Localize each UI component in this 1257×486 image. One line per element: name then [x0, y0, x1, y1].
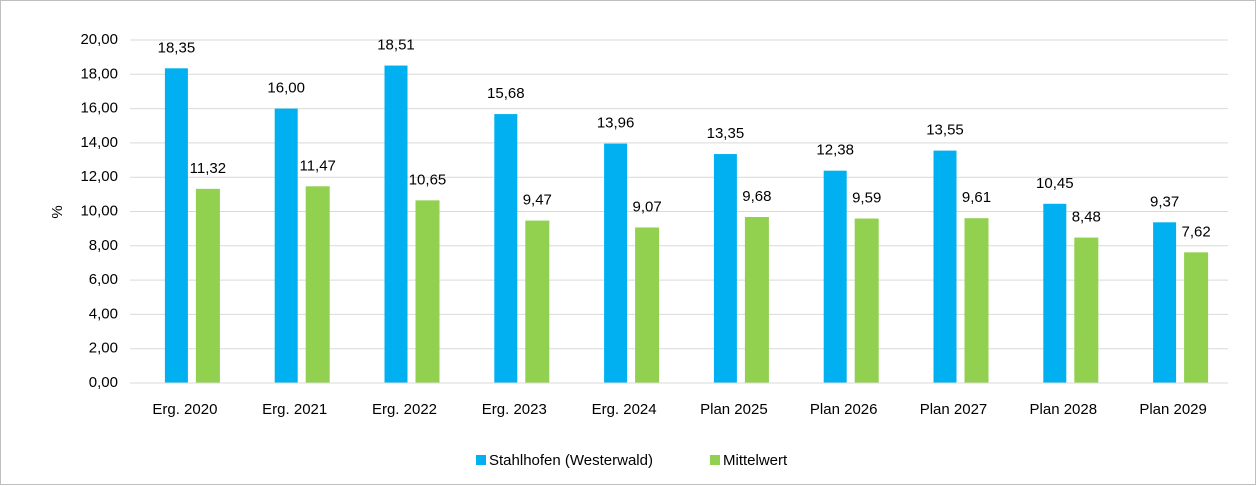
x-tick-label: Erg. 2021 — [262, 401, 327, 418]
legend-swatch — [476, 455, 486, 465]
bar — [164, 68, 188, 384]
data-label: 16,00 — [267, 80, 305, 97]
x-tick-label: Plan 2026 — [810, 401, 878, 418]
data-label: 10,65 — [409, 171, 447, 188]
bar — [274, 108, 298, 383]
x-tick-label: Erg. 2024 — [592, 401, 657, 418]
data-label: 9,37 — [1150, 193, 1179, 210]
y-tick-label: 16,00 — [80, 100, 118, 117]
y-tick-label: 0,00 — [89, 374, 118, 391]
bar — [195, 188, 220, 383]
y-tick-label: 8,00 — [89, 237, 118, 254]
bar — [384, 65, 408, 383]
data-label: 12,38 — [816, 142, 854, 159]
bar — [525, 220, 550, 383]
x-tick-label: Plan 2025 — [700, 401, 768, 418]
data-label: 9,68 — [742, 188, 771, 205]
data-label: 11,47 — [299, 157, 335, 174]
bar — [1043, 203, 1067, 383]
y-tick-label: 18,00 — [80, 65, 118, 82]
data-label: 9,47 — [523, 192, 552, 209]
y-tick-label: 6,00 — [89, 271, 118, 288]
data-label: 9,07 — [632, 198, 661, 215]
bar — [415, 200, 440, 383]
data-label: 7,62 — [1181, 223, 1210, 240]
y-tick-label: 12,00 — [80, 168, 118, 185]
x-tick-label: Plan 2027 — [920, 401, 988, 418]
y-tick-label: 20,00 — [80, 31, 118, 48]
bar — [1074, 237, 1099, 383]
legend-label: Stahlhofen (Westerwald) — [489, 452, 653, 469]
data-label: 11,32 — [190, 160, 226, 177]
data-label: 8,48 — [1072, 209, 1101, 226]
bar — [823, 170, 847, 383]
bar — [604, 143, 628, 383]
bar — [494, 114, 518, 383]
y-tick-label: 4,00 — [89, 305, 118, 322]
data-label: 9,61 — [962, 189, 991, 206]
x-tick-label: Erg. 2022 — [372, 401, 437, 418]
bar — [964, 218, 989, 383]
bar — [635, 227, 660, 383]
bar — [1153, 222, 1177, 383]
x-tick-label: Plan 2028 — [1030, 401, 1098, 418]
bar — [933, 150, 957, 383]
data-label: 9,59 — [852, 190, 881, 207]
x-tick-label: Plan 2029 — [1139, 401, 1207, 418]
y-tick-label: 10,00 — [80, 202, 118, 219]
data-label: 10,45 — [1036, 175, 1074, 192]
data-label: 13,96 — [597, 115, 635, 132]
bar — [305, 186, 330, 383]
data-label: 18,51 — [377, 37, 415, 54]
bar — [854, 218, 879, 383]
bar — [713, 154, 737, 383]
x-tick-label: Erg. 2023 — [482, 401, 547, 418]
legend-label: Mittelwert — [723, 452, 788, 469]
bar — [1184, 252, 1209, 383]
bar — [744, 216, 769, 383]
x-tick-label: Erg. 2020 — [152, 401, 217, 418]
data-label: 15,68 — [487, 85, 525, 102]
y-tick-label: 2,00 — [89, 340, 118, 357]
data-label: 13,35 — [707, 125, 745, 142]
y-axis-label: % — [49, 205, 66, 218]
data-label: 13,55 — [926, 122, 964, 139]
data-label: 18,35 — [158, 39, 196, 56]
y-tick-label: 14,00 — [80, 134, 118, 151]
legend-swatch — [710, 455, 720, 465]
